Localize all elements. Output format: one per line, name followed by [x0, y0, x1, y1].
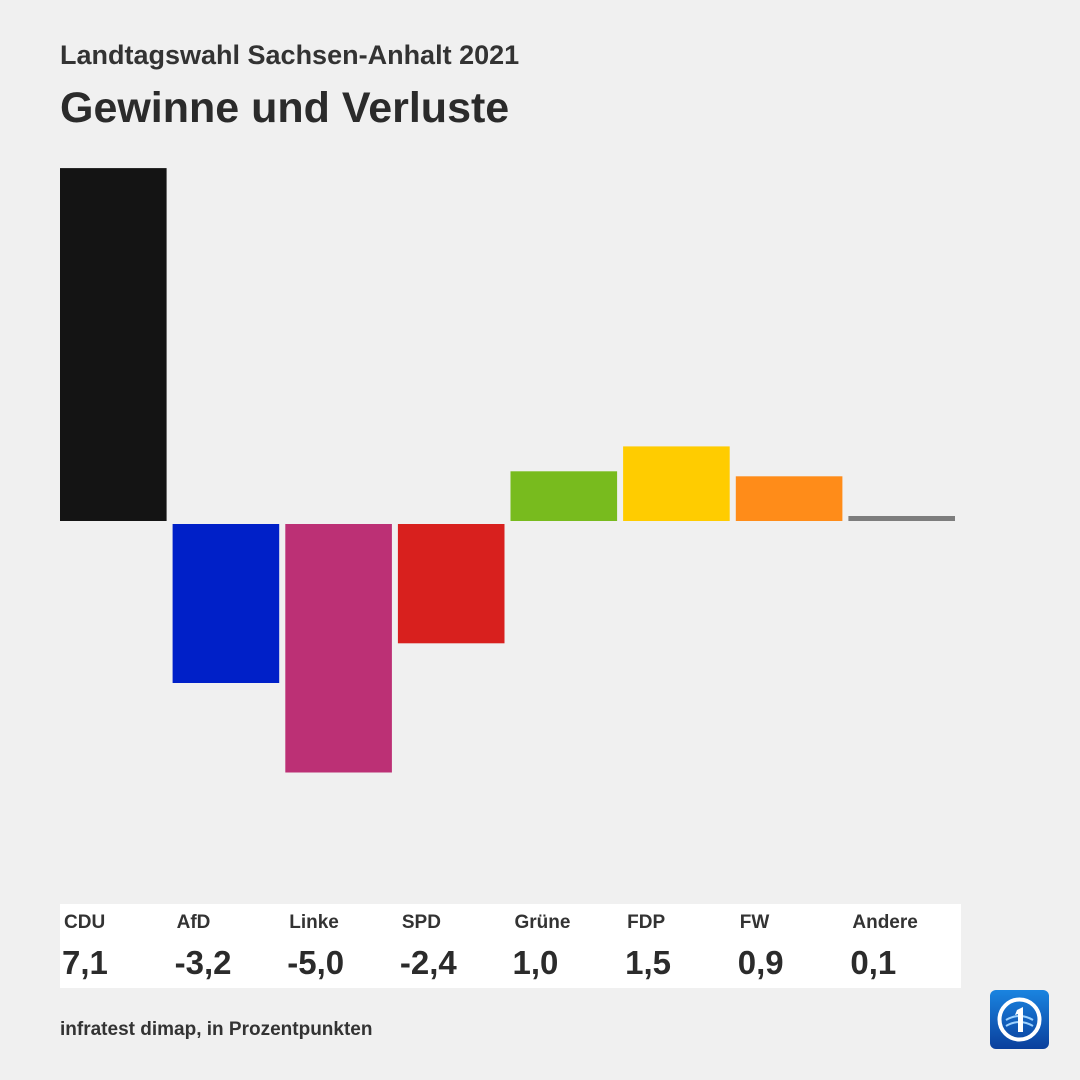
- chart-title: Gewinne und Verluste: [60, 84, 510, 132]
- bar-gr-ne: [510, 471, 618, 521]
- legend-value-spd: -2,4: [399, 944, 457, 981]
- bar-fw: [735, 476, 843, 521]
- legend-value-cdu: 7,1: [62, 944, 108, 981]
- legend-label-fw: FW: [739, 912, 770, 933]
- bar-cdu: [60, 168, 167, 521]
- legend-label-cdu: CDU: [64, 912, 106, 933]
- source-note: infratest dimap, in Prozentpunkten: [60, 1019, 373, 1040]
- legend-value-fw: 0,9: [737, 944, 784, 981]
- bar-afd: [172, 524, 280, 683]
- legend-panel: CDU 7,1 AfD -3,2 Linke -5,0 SPD -2,4 Grüne 1,0 FDP…: [60, 904, 961, 988]
- bar-linke: [285, 524, 392, 773]
- legend-label-afd: AfD: [176, 912, 211, 933]
- legend-label-linke: Linke: [289, 912, 339, 933]
- tagesschau-logo-icon: [990, 990, 1049, 1049]
- legend-value-afd: -3,2: [174, 944, 232, 981]
- chart-subtitle: Landtagswahl Sachsen-Anhalt 2021: [60, 40, 520, 70]
- bar-spd: [397, 524, 505, 644]
- legend-value-andere: 0,1: [850, 944, 897, 981]
- legend-value-fdp: 1,5: [625, 944, 671, 981]
- bar-fdp: [623, 446, 730, 521]
- legend-label-spd: SPD: [401, 912, 441, 933]
- legend-label-andere: Andere: [852, 912, 918, 933]
- legend-label-fdp: FDP: [627, 912, 666, 933]
- legend-value-gr-ne: 1,0: [512, 944, 559, 981]
- bar-chart: [60, 168, 955, 773]
- legend-value-linke: -5,0: [287, 944, 345, 981]
- legend-label-gr-ne: Grüne: [514, 912, 571, 933]
- bar-andere: [848, 516, 955, 521]
